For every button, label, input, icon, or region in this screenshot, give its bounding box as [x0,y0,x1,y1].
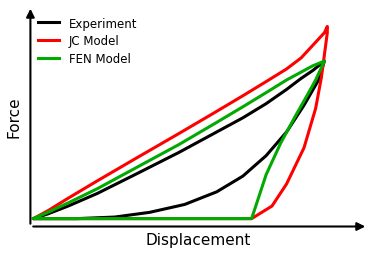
Legend: Experiment, JC Model, FEN Model: Experiment, JC Model, FEN Model [33,13,142,70]
Y-axis label: Force: Force [7,96,22,137]
X-axis label: Displacement: Displacement [145,232,250,247]
